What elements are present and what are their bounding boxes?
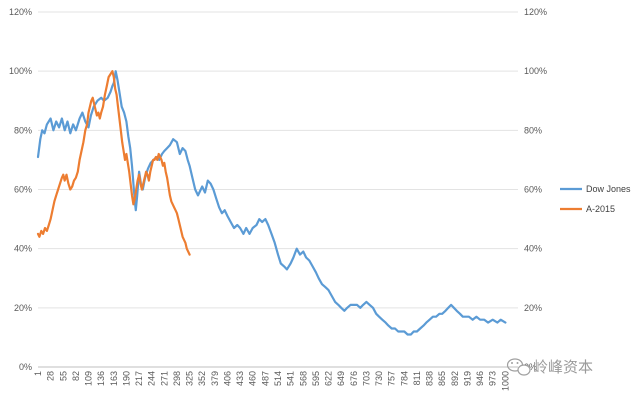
x-tick-label: 190 (121, 371, 131, 386)
watermark: 岭峰资本 (506, 358, 593, 376)
x-tick-label: 757 (387, 371, 397, 386)
x-tick-label: 325 (185, 371, 195, 386)
x-tick-label: 28 (46, 371, 56, 381)
y-tick-left: 20% (14, 303, 32, 313)
x-tick-label: 838 (425, 371, 435, 386)
y-axis-left: 0% 20% 40% 60% 80% 100% 120% (9, 7, 32, 372)
series-line-a-2015 (36, 70, 191, 256)
x-tick-label: 973 (488, 371, 498, 386)
y-tick-right: 0% (524, 362, 537, 372)
y-tick-right: 100% (524, 66, 547, 76)
x-tick-label: 271 (159, 371, 169, 386)
x-tick-label: 82 (71, 371, 81, 381)
x-tick-label: 163 (109, 371, 119, 386)
x-tick-label: 217 (134, 371, 144, 386)
x-tick-label: 487 (260, 371, 270, 386)
x-tick-label: 136 (96, 371, 106, 386)
x-tick-label: 730 (374, 371, 384, 386)
x-tick-label: 568 (298, 371, 308, 386)
x-tick-label: 784 (399, 371, 409, 386)
y-tick-right: 120% (524, 7, 547, 17)
y-tick-left: 120% (9, 7, 32, 17)
x-tick-label: 919 (462, 371, 472, 386)
x-tick-label: 109 (84, 371, 94, 386)
x-tick-label: 892 (450, 371, 460, 386)
y-axis-right: 0% 20% 40% 60% 80% 100% 120% (524, 7, 547, 372)
x-tick-label: 649 (336, 371, 346, 386)
gridlines (38, 11, 518, 368)
legend: Dow Jones A-2015 (560, 184, 631, 214)
y-tick-left: 0% (19, 362, 32, 372)
x-tick-label: 433 (235, 371, 245, 386)
x-tick-label: 595 (311, 371, 321, 386)
legend-label: Dow Jones (586, 184, 631, 194)
y-tick-right: 20% (524, 303, 542, 313)
x-tick-label: 460 (248, 371, 258, 386)
x-tick-label: 406 (222, 371, 232, 386)
y-tick-right: 40% (524, 244, 542, 254)
y-tick-left: 40% (14, 244, 32, 254)
watermark-text: 岭峰资本 (533, 358, 593, 376)
x-tick-label: 514 (273, 371, 283, 386)
x-tick-label: 946 (475, 371, 485, 386)
series-lines (36, 70, 507, 336)
x-tick-label: 703 (361, 371, 371, 386)
y-tick-left: 60% (14, 185, 32, 195)
series-line-dow-jones (36, 70, 507, 336)
x-tick-label: 541 (286, 371, 296, 386)
legend-label: A-2015 (586, 204, 615, 214)
x-tick-label: 865 (437, 371, 447, 386)
y-tick-right: 60% (524, 185, 542, 195)
x-tick-label: 244 (147, 371, 157, 386)
x-tick-label: 55 (58, 371, 68, 381)
y-tick-left: 80% (14, 125, 32, 135)
x-tick-label: 622 (324, 371, 334, 386)
y-tick-left: 100% (9, 66, 32, 76)
x-tick-label: 811 (412, 371, 422, 385)
x-tick-label: 676 (349, 371, 359, 386)
y-tick-right: 80% (524, 125, 542, 135)
x-axis: 1 28 55 82 109 136 163 190 217 244 271 298 325 352 379… (33, 371, 510, 391)
x-tick-label: 1000 (500, 371, 510, 391)
wechat-icon (506, 358, 531, 376)
x-tick-label: 1 (33, 371, 43, 376)
x-tick-label: 298 (172, 371, 182, 386)
x-tick-label: 352 (197, 371, 207, 386)
x-tick-label: 379 (210, 371, 220, 386)
